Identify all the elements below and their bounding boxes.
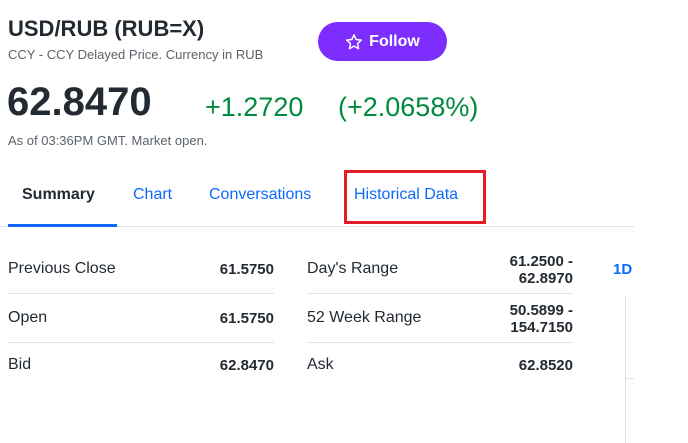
follow-button[interactable]: Follow xyxy=(318,22,447,61)
row-value: 154.7150 xyxy=(510,318,573,336)
star-icon xyxy=(346,33,363,49)
row-divider xyxy=(307,342,573,343)
tab[interactable]: Chart xyxy=(133,186,173,203)
tab-underline xyxy=(8,224,117,227)
tab-divider xyxy=(0,226,634,227)
chart-border xyxy=(625,295,626,443)
quote-title: USD/RUB (RUB=X) xyxy=(8,16,205,41)
price-change-percent: (+2.0658%) xyxy=(338,92,479,122)
follow-label: Follow xyxy=(369,32,420,50)
row-value: 62.8520 xyxy=(518,357,573,374)
tab[interactable]: Historical Data xyxy=(354,186,459,203)
as-of-time: As of 03:36PM GMT. Market open. xyxy=(8,133,208,148)
price-change: +1.2720 xyxy=(205,92,304,122)
row-label: Ask xyxy=(307,356,334,373)
row-value: 62.8470 xyxy=(219,357,274,374)
row-value: 61.5750 xyxy=(219,310,274,327)
tab[interactable]: Summary xyxy=(22,186,95,203)
row-value: 62.8970 xyxy=(518,269,573,287)
row-divider xyxy=(8,342,274,343)
price: 62.8470 xyxy=(7,80,152,124)
row-divider xyxy=(307,293,573,294)
row-label: Previous Close xyxy=(8,260,116,277)
row-label: Day's Range xyxy=(307,260,399,277)
chart-grid xyxy=(625,378,634,379)
row-value: 50.5899 - xyxy=(509,301,573,319)
tab[interactable]: Conversations xyxy=(209,186,312,203)
chart-range[interactable]: 1D xyxy=(613,261,633,278)
highlight-box xyxy=(344,170,486,224)
quote-subtitle: CCY - CCY Delayed Price. Currency in RUB xyxy=(8,47,264,62)
row-value: 61.2500 - xyxy=(509,252,573,270)
row-label: Bid xyxy=(8,356,32,373)
row-value: 61.5750 xyxy=(219,261,274,278)
row-divider xyxy=(8,293,274,294)
row-label: Open xyxy=(8,309,48,326)
row-label: 52 Week Range xyxy=(307,309,422,326)
